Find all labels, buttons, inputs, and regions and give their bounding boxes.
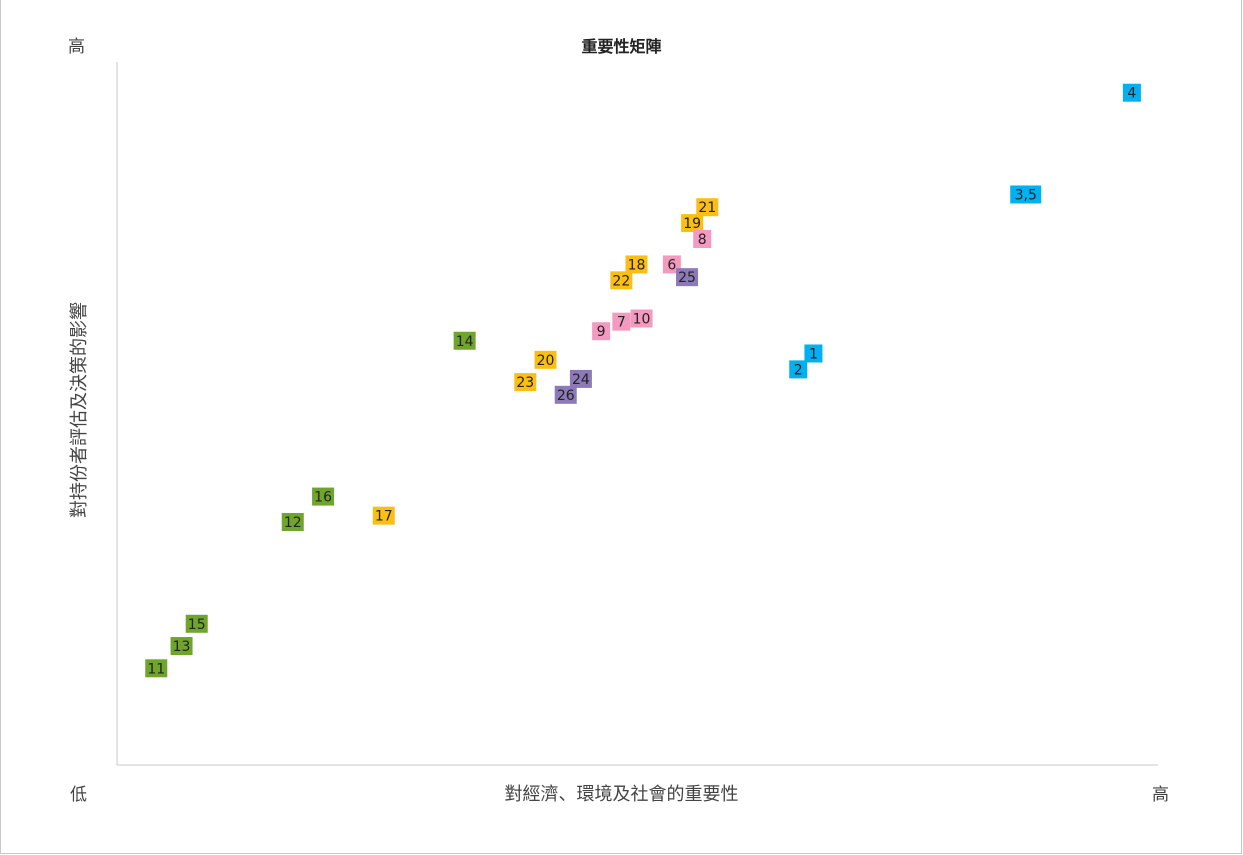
point-label: 8 (698, 232, 707, 248)
point-label: 2 (794, 362, 803, 378)
point-label: 18 (628, 257, 646, 273)
data-point-18: 18 (625, 255, 648, 274)
point-marker (554, 385, 577, 404)
data-point-26: 26 (554, 385, 577, 404)
point-marker (1010, 185, 1042, 204)
point-label: 9 (597, 324, 606, 340)
point-label: 6 (667, 257, 676, 273)
data-point-16: 16 (312, 487, 335, 506)
point-label: 24 (572, 372, 590, 388)
data-point-25: 25 (676, 268, 699, 287)
point-marker (693, 230, 712, 248)
data-point-10: 10 (630, 309, 653, 328)
point-marker (625, 255, 648, 274)
point-marker (789, 360, 808, 379)
point-label: 17 (375, 509, 393, 525)
point-marker (185, 614, 208, 633)
data-point-24: 24 (569, 369, 592, 388)
point-label: 21 (698, 200, 716, 216)
point-label: 12 (284, 515, 302, 531)
y-high-label: 高 (68, 37, 85, 57)
point-marker (1122, 83, 1141, 102)
point-marker (630, 309, 653, 328)
data-point-3-5: 3,5 (1010, 185, 1042, 204)
point-label: 15 (188, 617, 206, 633)
point-label: 19 (683, 216, 701, 232)
point-label: 14 (456, 334, 474, 350)
data-point-17: 17 (372, 506, 395, 525)
data-point-14: 14 (453, 331, 476, 350)
data-point-4: 4 (1122, 83, 1141, 102)
point-marker (170, 637, 193, 656)
point-marker (534, 350, 557, 369)
data-point-13: 13 (170, 637, 193, 656)
point-marker (592, 322, 611, 341)
data-point-22: 22 (610, 271, 633, 290)
point-marker (312, 487, 335, 506)
data-point-15: 15 (185, 614, 208, 633)
point-label: 22 (612, 273, 630, 289)
point-label: 13 (173, 639, 191, 655)
point-label: 7 (617, 315, 626, 331)
x-axis-label: 對經濟、環境及社會的重要性 (504, 784, 739, 805)
point-marker (696, 198, 719, 217)
point-marker (804, 344, 823, 363)
data-point-23: 23 (514, 373, 537, 392)
point-label: 16 (314, 490, 332, 506)
data-point-2: 2 (789, 360, 808, 379)
data-point-19: 19 (681, 214, 704, 233)
point-marker (569, 369, 592, 388)
point-label: 3,5 (1015, 187, 1037, 203)
data-point-7: 7 (612, 312, 631, 331)
x-low-label: 低 (70, 785, 87, 805)
point-label: 1 (809, 346, 818, 362)
point-marker (281, 513, 304, 532)
point-marker (681, 214, 704, 233)
chart-title: 重要性矩陣 (581, 37, 662, 56)
point-label: 11 (147, 661, 165, 677)
point-label: 25 (678, 270, 696, 286)
point-label: 10 (633, 312, 651, 328)
data-point-8: 8 (693, 230, 712, 248)
point-label: 4 (1127, 86, 1136, 102)
point-marker (610, 271, 633, 290)
data-point-1: 1 (804, 344, 823, 363)
point-label: 26 (557, 388, 575, 404)
point-marker (372, 506, 395, 525)
data-point-11: 11 (145, 659, 168, 678)
point-marker (453, 331, 476, 350)
data-point-21: 21 (696, 198, 719, 217)
point-label: 23 (516, 375, 534, 391)
data-point-9: 9 (592, 322, 611, 341)
data-point-20: 20 (534, 350, 557, 369)
x-high-label: 高 (1152, 785, 1169, 805)
point-marker (514, 373, 537, 392)
point-label: 20 (537, 353, 555, 369)
point-marker (676, 268, 699, 287)
point-marker (612, 312, 631, 331)
point-marker (145, 659, 168, 678)
data-point-12: 12 (281, 513, 304, 532)
